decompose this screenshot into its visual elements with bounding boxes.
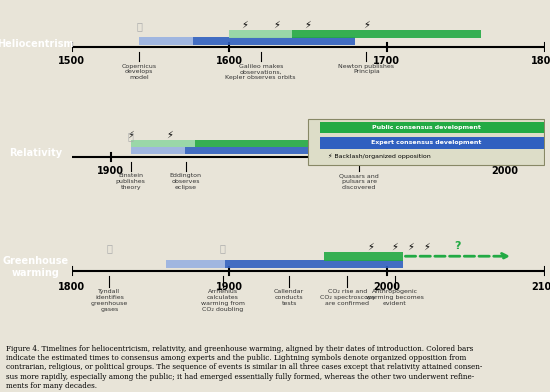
Text: 💡: 💡 (136, 21, 142, 31)
Text: ⚡: ⚡ (273, 20, 280, 30)
Text: Figure 4. Timelines for heliocentricism, relativity, and greenhouse warming, ali: Figure 4. Timelines for heliocentricism,… (6, 345, 482, 390)
Text: 1900: 1900 (97, 166, 124, 176)
Text: Einstein
publishes
theory: Einstein publishes theory (116, 173, 146, 190)
Text: Quasars and
pulsars are
discovered: Quasars and pulsars are discovered (339, 173, 379, 190)
Bar (320, 122, 544, 133)
Text: 💡: 💡 (106, 243, 112, 254)
Text: 1900: 1900 (216, 281, 243, 292)
Text: CO₂ rise and
CO₂ spectroscopy
are confirmed: CO₂ rise and CO₂ spectroscopy are confir… (320, 289, 375, 306)
Text: 2000: 2000 (492, 166, 519, 176)
Text: Galileo makes
observations,
Kepler observes orbits: Galileo makes observations, Kepler obser… (226, 64, 296, 80)
Text: Relativity: Relativity (9, 148, 62, 158)
Bar (324, 252, 403, 261)
Text: Anthropogenic
warming becomes
evident: Anthropogenic warming becomes evident (366, 289, 424, 306)
Text: 💡: 💡 (128, 131, 134, 141)
Bar (320, 137, 544, 149)
Text: Expert consensus development: Expert consensus development (371, 140, 481, 145)
Text: Greenhouse
warming: Greenhouse warming (3, 256, 69, 278)
Text: 1800: 1800 (531, 56, 550, 67)
Text: 1500: 1500 (58, 56, 85, 67)
Bar (229, 30, 481, 38)
Text: 2000: 2000 (373, 281, 400, 292)
Text: ⚡: ⚡ (423, 242, 430, 252)
Bar (131, 140, 387, 147)
Text: ⚡: ⚡ (305, 20, 311, 30)
Text: Arrhenius
calculates
warming from
CO₂ doubling: Arrhenius calculates warming from CO₂ do… (201, 289, 245, 312)
Bar (131, 140, 195, 147)
Text: 1600: 1600 (216, 56, 243, 67)
Text: ⚡: ⚡ (127, 129, 134, 140)
Text: Tyndall
identifies
greenhouse
gases: Tyndall identifies greenhouse gases (91, 289, 128, 312)
Bar (139, 37, 355, 45)
Text: 1800: 1800 (58, 281, 85, 292)
Bar (139, 37, 193, 45)
Text: Public consensus development: Public consensus development (372, 125, 481, 129)
Bar (131, 147, 185, 154)
Text: ?: ? (454, 241, 461, 251)
Bar (166, 260, 403, 269)
Text: ⚡: ⚡ (391, 242, 398, 252)
Text: ⚡: ⚡ (363, 20, 370, 30)
Text: 💡: 💡 (220, 243, 226, 254)
Text: 2100: 2100 (531, 281, 550, 292)
Text: ⚡: ⚡ (241, 20, 249, 30)
Bar (229, 30, 292, 38)
Text: Eddington
observes
eclipse: Eddington observes eclipse (170, 173, 202, 190)
Text: ⚡ Backlash/organized opposition: ⚡ Backlash/organized opposition (328, 154, 431, 159)
Bar (131, 147, 348, 154)
Text: ⚡: ⚡ (407, 242, 414, 252)
FancyBboxPatch shape (308, 119, 544, 165)
Bar (166, 260, 225, 269)
Text: ⚡: ⚡ (167, 129, 173, 140)
Text: ⚡: ⚡ (367, 242, 375, 252)
Text: Callendar
conducts
tests: Callendar conducts tests (274, 289, 304, 306)
Text: Newton publishes
Principia: Newton publishes Principia (338, 64, 394, 74)
Text: 1700: 1700 (373, 56, 400, 67)
Text: Copernicus
develops
model: Copernicus develops model (122, 64, 157, 80)
Text: Heliocentrism: Heliocentrism (0, 38, 74, 49)
